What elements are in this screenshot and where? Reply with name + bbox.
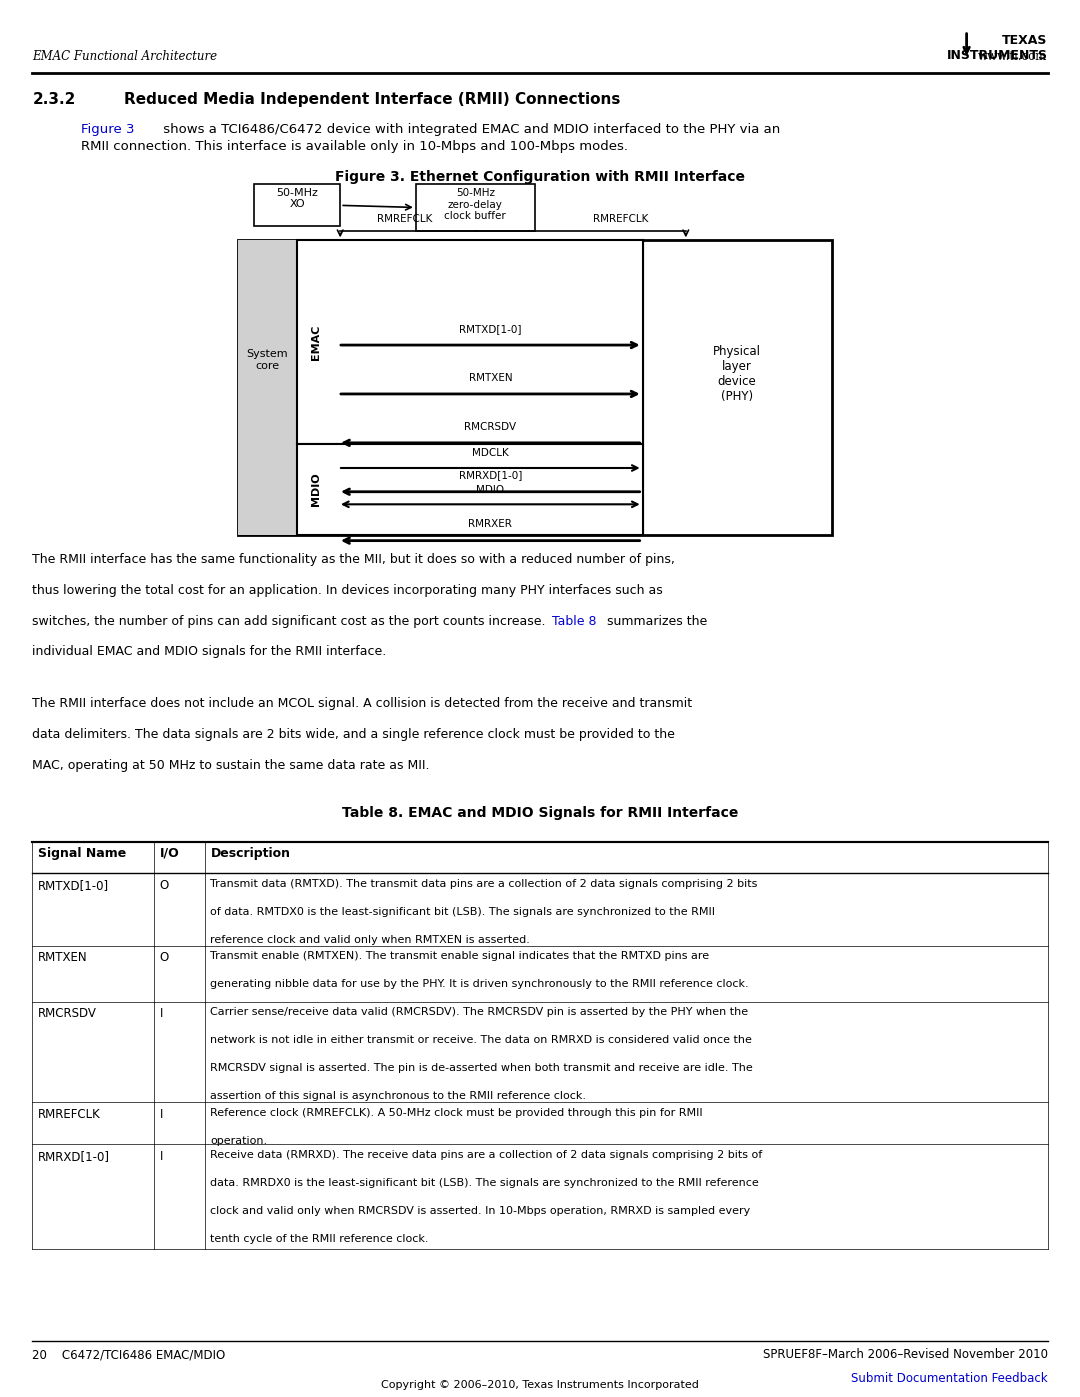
Text: data delimiters. The data signals are 2 bits wide, and a single reference clock : data delimiters. The data signals are 2 … [32, 728, 675, 740]
Text: data. RMRDX0 is the least-significant bit (LSB). The signals are synchronized to: data. RMRDX0 is the least-significant bi… [211, 1178, 759, 1187]
Text: 2.3.2: 2.3.2 [32, 92, 76, 108]
Text: Figure 3: Figure 3 [81, 123, 135, 136]
Text: RMTXD[1-0]: RMTXD[1-0] [38, 879, 109, 891]
Text: RMTXD[1-0]: RMTXD[1-0] [459, 324, 522, 334]
Text: MDIO: MDIO [476, 485, 504, 495]
Text: RMRXER: RMRXER [469, 520, 512, 529]
Text: 50-MHz
zero-delay
clock buffer: 50-MHz zero-delay clock buffer [444, 189, 507, 221]
Text: of data. RMTDX0 is the least-significant bit (LSB). The signals are synchronized: of data. RMTDX0 is the least-significant… [211, 907, 715, 916]
Text: Figure 3. Ethernet Configuration with RMII Interface: Figure 3. Ethernet Configuration with RM… [335, 170, 745, 184]
Text: summarizes the: summarizes the [603, 615, 707, 627]
Text: tenth cycle of the RMII reference clock.: tenth cycle of the RMII reference clock. [211, 1234, 429, 1243]
Text: switches, the number of pins can add significant cost as the port counts increas: switches, the number of pins can add sig… [32, 615, 550, 627]
Text: RMTXEN: RMTXEN [38, 951, 87, 964]
Text: EMAC Functional Architecture: EMAC Functional Architecture [32, 50, 217, 63]
Text: SPRUEF8F–March 2006–Revised November 2010: SPRUEF8F–March 2006–Revised November 201… [762, 1348, 1048, 1361]
Text: Transmit enable (RMTXEN). The transmit enable signal indicates that the RMTXD pi: Transmit enable (RMTXEN). The transmit e… [211, 951, 710, 961]
FancyBboxPatch shape [254, 184, 340, 226]
Text: The RMII interface has the same functionality as the MII, but it does so with a : The RMII interface has the same function… [32, 553, 675, 566]
Text: The RMII interface does not include an MCOL signal. A collision is detected from: The RMII interface does not include an M… [32, 697, 692, 710]
Text: Description: Description [211, 847, 291, 859]
Text: RMII connection. This interface is available only in 10-Mbps and 100-Mbps modes.: RMII connection. This interface is avail… [81, 140, 627, 152]
Text: operation.: operation. [211, 1136, 268, 1146]
Text: EMAC: EMAC [311, 324, 322, 360]
Text: O: O [160, 879, 168, 891]
Text: Table 8: Table 8 [552, 615, 597, 627]
Text: Reference clock (RMREFCLK). A 50-MHz clock must be provided through this pin for: Reference clock (RMREFCLK). A 50-MHz clo… [211, 1108, 703, 1118]
Text: System
core: System core [246, 349, 288, 370]
Text: shows a TCI6486/C6472 device with integrated EMAC and MDIO interfaced to the PHY: shows a TCI6486/C6472 device with integr… [159, 123, 780, 136]
Text: RMRXD[1-0]: RMRXD[1-0] [459, 471, 522, 481]
Text: MDCLK: MDCLK [472, 448, 509, 458]
Text: 50-MHz
XO: 50-MHz XO [276, 187, 318, 210]
Text: O: O [160, 951, 168, 964]
Text: RMRXD[1-0]: RMRXD[1-0] [38, 1150, 110, 1162]
Text: RMCRSDV signal is asserted. The pin is de-asserted when both transmit and receiv: RMCRSDV signal is asserted. The pin is d… [211, 1063, 753, 1073]
Text: Copyright © 2006–2010, Texas Instruments Incorporated: Copyright © 2006–2010, Texas Instruments… [381, 1380, 699, 1390]
Text: Physical
layer
device
(PHY): Physical layer device (PHY) [713, 345, 761, 402]
Text: I/O: I/O [160, 847, 179, 859]
FancyBboxPatch shape [238, 240, 832, 535]
Text: I: I [160, 1108, 163, 1120]
FancyBboxPatch shape [297, 444, 643, 535]
Text: RMTXEN: RMTXEN [469, 373, 512, 383]
FancyBboxPatch shape [416, 184, 535, 231]
Text: assertion of this signal is asynchronous to the RMII reference clock.: assertion of this signal is asynchronous… [211, 1091, 586, 1101]
Text: thus lowering the total cost for an application. In devices incorporating many P: thus lowering the total cost for an appl… [32, 584, 663, 597]
Text: Submit Documentation Feedback: Submit Documentation Feedback [851, 1372, 1048, 1384]
Text: RMCRSDV: RMCRSDV [464, 422, 516, 432]
Text: Table 8. EMAC and MDIO Signals for RMII Interface: Table 8. EMAC and MDIO Signals for RMII … [341, 806, 739, 820]
Text: MAC, operating at 50 MHz to sustain the same data rate as MII.: MAC, operating at 50 MHz to sustain the … [32, 759, 430, 771]
Text: reference clock and valid only when RMTXEN is asserted.: reference clock and valid only when RMTX… [211, 935, 530, 944]
Text: I: I [160, 1007, 163, 1020]
Text: RMREFCLK: RMREFCLK [593, 214, 649, 224]
Text: network is not idle in either transmit or receive. The data on RMRXD is consider: network is not idle in either transmit o… [211, 1035, 753, 1045]
Text: Transmit data (RMTXD). The transmit data pins are a collection of 2 data signals: Transmit data (RMTXD). The transmit data… [211, 879, 758, 888]
Text: clock and valid only when RMCRSDV is asserted. In 10-Mbps operation, RMRXD is sa: clock and valid only when RMCRSDV is ass… [211, 1206, 751, 1215]
Text: Signal Name: Signal Name [38, 847, 126, 859]
FancyBboxPatch shape [238, 240, 297, 535]
Text: individual EMAC and MDIO signals for the RMII interface.: individual EMAC and MDIO signals for the… [32, 645, 387, 658]
Text: RMCRSDV: RMCRSDV [38, 1007, 97, 1020]
Text: 20    C6472/TCI6486 EMAC/MDIO: 20 C6472/TCI6486 EMAC/MDIO [32, 1348, 226, 1361]
Text: Reduced Media Independent Interface (RMII) Connections: Reduced Media Independent Interface (RMI… [124, 92, 621, 108]
Text: TEXAS
INSTRUMENTS: TEXAS INSTRUMENTS [946, 34, 1048, 61]
Text: RMREFCLK: RMREFCLK [377, 214, 433, 224]
FancyBboxPatch shape [297, 240, 643, 444]
Text: RMREFCLK: RMREFCLK [38, 1108, 100, 1120]
Text: Carrier sense/receive data valid (RMCRSDV). The RMCRSDV pin is asserted by the P: Carrier sense/receive data valid (RMCRSD… [211, 1007, 748, 1017]
Text: generating nibble data for use by the PHY. It is driven synchronously to the RMI: generating nibble data for use by the PH… [211, 979, 750, 989]
Text: I: I [160, 1150, 163, 1162]
Text: MDIO: MDIO [311, 472, 322, 507]
Text: Receive data (RMRXD). The receive data pins are a collection of 2 data signals c: Receive data (RMRXD). The receive data p… [211, 1150, 762, 1160]
Text: www.ti.com: www.ti.com [978, 50, 1048, 63]
